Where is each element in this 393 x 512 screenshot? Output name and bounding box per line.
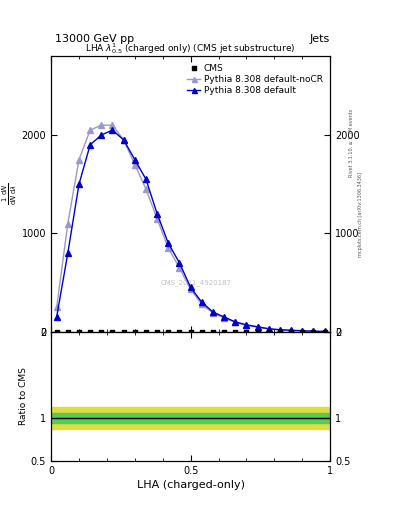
Legend: CMS, Pythia 8.308 default-noCR, Pythia 8.308 default: CMS, Pythia 8.308 default-noCR, Pythia 8… — [184, 61, 326, 98]
CMS — [109, 328, 116, 336]
Pythia 8.308 default-noCR — [289, 328, 294, 334]
Pythia 8.308 default — [266, 326, 271, 332]
Pythia 8.308 default — [99, 132, 104, 138]
Pythia 8.308 default — [300, 328, 305, 334]
Pythia 8.308 default — [255, 324, 260, 330]
Text: mcplots.cern.ch [arXiv:1306.3436]: mcplots.cern.ch [arXiv:1306.3436] — [358, 173, 363, 258]
CMS — [187, 328, 194, 336]
Pythia 8.308 default — [77, 181, 81, 187]
CMS — [288, 328, 294, 336]
Pythia 8.308 default — [277, 327, 282, 333]
Pythia 8.308 default — [132, 157, 137, 163]
Pythia 8.308 default — [166, 240, 171, 246]
Pythia 8.308 default — [188, 284, 193, 290]
CMS — [243, 328, 250, 336]
Pythia 8.308 default-noCR — [88, 127, 92, 133]
Pythia 8.308 default-noCR — [66, 221, 70, 227]
Pythia 8.308 default-noCR — [211, 310, 215, 316]
Pythia 8.308 default — [155, 210, 160, 217]
CMS — [53, 328, 60, 336]
Pythia 8.308 default-noCR — [222, 315, 226, 321]
Pythia 8.308 default-noCR — [188, 286, 193, 292]
Pythia 8.308 default-noCR — [277, 327, 282, 333]
CMS — [210, 328, 216, 336]
Pythia 8.308 default — [66, 250, 70, 256]
Pythia 8.308 default-noCR — [266, 326, 271, 332]
CMS — [132, 328, 138, 336]
Text: 13000 GeV pp: 13000 GeV pp — [55, 33, 134, 44]
Pythia 8.308 default — [222, 314, 226, 320]
CMS — [232, 328, 239, 336]
Y-axis label: Ratio to CMS: Ratio to CMS — [19, 367, 28, 425]
CMS — [98, 328, 105, 336]
Pythia 8.308 default — [54, 314, 59, 320]
Pythia 8.308 default — [211, 309, 215, 315]
Pythia 8.308 default-noCR — [199, 301, 204, 307]
Pythia 8.308 default-noCR — [132, 161, 137, 167]
CMS — [299, 328, 305, 336]
Pythia 8.308 default-noCR — [121, 137, 126, 143]
CMS — [198, 328, 205, 336]
Pythia 8.308 default — [233, 319, 238, 325]
Pythia 8.308 default — [199, 299, 204, 305]
CMS — [143, 328, 149, 336]
Pythia 8.308 default-noCR — [54, 304, 59, 310]
CMS — [321, 328, 328, 336]
CMS — [277, 328, 283, 336]
Pythia 8.308 default — [143, 176, 148, 182]
Pythia 8.308 default-noCR — [244, 322, 249, 328]
Pythia 8.308 default — [311, 328, 316, 334]
Pythia 8.308 default-noCR — [155, 216, 160, 222]
Pythia 8.308 default-noCR — [233, 319, 238, 326]
Pythia 8.308 default-noCR — [322, 328, 327, 334]
Pythia 8.308 default-noCR — [166, 245, 171, 251]
Pythia 8.308 default — [110, 127, 115, 133]
Pythia 8.308 default-noCR — [255, 324, 260, 330]
Pythia 8.308 default-noCR — [99, 122, 104, 128]
CMS — [65, 328, 71, 336]
Text: Rivet 3.1.10, ≥ 2.7M events: Rivet 3.1.10, ≥ 2.7M events — [349, 109, 354, 178]
Pythia 8.308 default — [121, 137, 126, 143]
CMS — [310, 328, 316, 336]
Line: Pythia 8.308 default: Pythia 8.308 default — [54, 127, 327, 334]
Pythia 8.308 default — [88, 142, 92, 148]
Pythia 8.308 default-noCR — [177, 265, 182, 271]
X-axis label: LHA (charged-only): LHA (charged-only) — [137, 480, 244, 490]
Pythia 8.308 default-noCR — [143, 186, 148, 192]
Text: Jets: Jets — [310, 33, 330, 44]
Y-axis label: $\frac{1}{\mathrm{d}N}\frac{\mathrm{d}N}{\mathrm{d}\lambda}$: $\frac{1}{\mathrm{d}N}\frac{\mathrm{d}N}… — [0, 183, 19, 205]
Line: Pythia 8.308 default-noCR: Pythia 8.308 default-noCR — [54, 122, 327, 334]
CMS — [121, 328, 127, 336]
Pythia 8.308 default — [244, 322, 249, 328]
CMS — [266, 328, 272, 336]
CMS — [176, 328, 183, 336]
CMS — [87, 328, 93, 336]
Pythia 8.308 default-noCR — [77, 157, 81, 163]
Pythia 8.308 default — [177, 260, 182, 266]
Pythia 8.308 default-noCR — [300, 328, 305, 334]
Pythia 8.308 default-noCR — [311, 328, 316, 334]
CMS — [165, 328, 171, 336]
Pythia 8.308 default-noCR — [110, 122, 115, 128]
Pythia 8.308 default — [289, 327, 294, 333]
Text: CMS_2021_4920187: CMS_2021_4920187 — [161, 279, 232, 286]
Pythia 8.308 default — [322, 328, 327, 334]
CMS — [254, 328, 261, 336]
Title: LHA $\lambda^{1}_{0.5}$ (charged only) (CMS jet substructure): LHA $\lambda^{1}_{0.5}$ (charged only) (… — [85, 41, 296, 56]
CMS — [221, 328, 227, 336]
CMS — [154, 328, 160, 336]
CMS — [76, 328, 82, 336]
